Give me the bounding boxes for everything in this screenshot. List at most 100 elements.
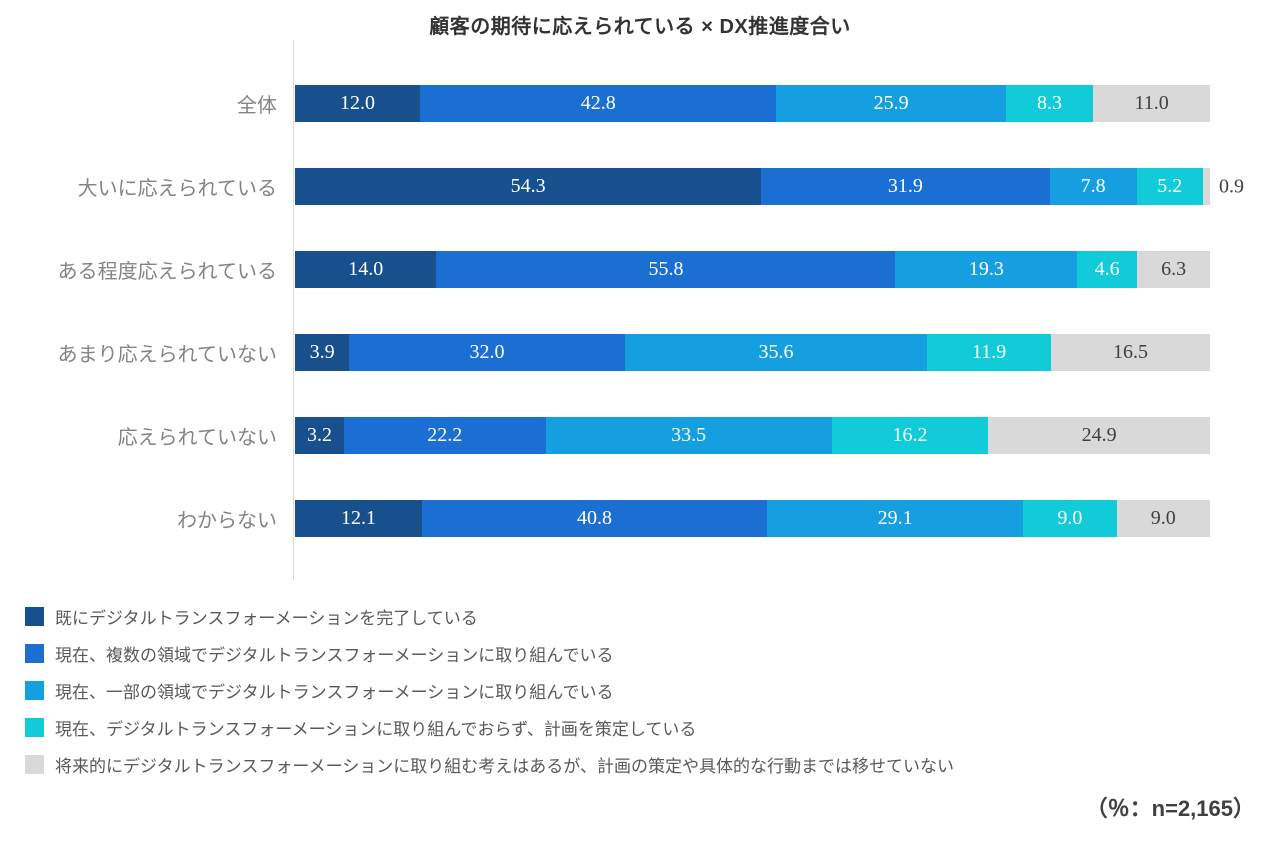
bar-rows-container: 全体 12.0 42.8 25.9 8.3 11.0 大いに応えられている 0.9 54.3 31… — [0, 62, 1280, 560]
bar-segment: 24.9 — [988, 417, 1210, 454]
bar-row: あまり応えられていない 3.9 32.0 35.6 11.9 16.5 — [0, 311, 1280, 394]
bar-value-label: 12.1 — [340, 507, 376, 529]
bar-segment: 3.2 — [295, 417, 344, 454]
bar-segment: 8.3 — [1005, 85, 1094, 122]
category-label: わからない — [177, 510, 277, 532]
bar-value-label: 40.8 — [576, 507, 612, 529]
bar-value-label: 4.6 — [1094, 258, 1120, 280]
bar-segment: 42.8 — [420, 85, 777, 122]
bar-segment: 19.3 — [895, 251, 1078, 288]
bar-value-label: 42.8 — [580, 92, 616, 114]
bar-wrap: 3.2 22.2 33.5 16.2 24.9 — [295, 417, 1210, 454]
bar-value-label: 33.5 — [671, 424, 707, 446]
bar-segment: 9.0 — [1023, 500, 1117, 537]
bar-value-label: 3.2 — [307, 424, 332, 446]
legend-item: 既にデジタルトランスフォーメーションを完了している — [25, 598, 1280, 635]
stacked-bar: 54.3 31.9 7.8 5.2 — [295, 168, 1210, 205]
legend-label: 現在、複数の領域でデジタルトランスフォーメーションに取り組んでいる — [55, 646, 614, 665]
bar-segment: 7.8 — [1049, 168, 1137, 205]
bar-wrap: 12.1 40.8 29.1 9.0 9.0 — [295, 500, 1210, 537]
bar-value-label: 24.9 — [1081, 424, 1117, 446]
legend-item: 将来的にデジタルトランスフォーメーションに取り組む考えはあるが、計画の策定や具体… — [25, 746, 1280, 783]
bar-value-label: 7.8 — [1080, 175, 1106, 197]
bar-segment: 32.0 — [349, 334, 625, 371]
bar-value-label: 6.3 — [1161, 258, 1187, 280]
stacked-bar: 14.0 55.8 19.3 4.6 6.3 — [295, 251, 1210, 288]
bar-segment: 31.9 — [761, 168, 1050, 205]
bar-value-label: 29.1 — [877, 507, 913, 529]
bar-segment: 54.3 — [295, 168, 762, 205]
category-label: 応えられていない — [117, 427, 277, 449]
legend-item: 現在、デジタルトランスフォーメーションに取り組んでおらず、計画を策定している — [25, 709, 1280, 746]
legend-swatch-icon — [25, 607, 44, 626]
bar-segment: 5.2 — [1136, 168, 1203, 205]
stacked-bar: 12.1 40.8 29.1 9.0 9.0 — [295, 500, 1210, 537]
legend: 既にデジタルトランスフォーメーションを完了している現在、複数の領域でデジタルトラ… — [25, 598, 1280, 783]
legend-swatch-icon — [25, 718, 44, 737]
page: 顧客の期待に応えられている × DX推進度合い 全体 12.0 42.8 25.9 8.… — [0, 10, 1280, 841]
category-label: 全体 — [237, 95, 277, 117]
bar-wrap: 14.0 55.8 19.3 4.6 6.3 — [295, 251, 1210, 288]
legend-label: 現在、一部の領域でデジタルトランスフォーメーションに取り組んでいる — [55, 683, 614, 702]
bar-wrap: 12.0 42.8 25.9 8.3 11.0 — [295, 85, 1210, 122]
legend-label: 現在、デジタルトランスフォーメーションに取り組んでおらず、計画を策定している — [55, 720, 697, 739]
bar-value-label: 19.3 — [968, 258, 1004, 280]
bar-row: 応えられていない 3.2 22.2 33.5 16.2 24.9 — [0, 394, 1280, 477]
chart-plot-area: 全体 12.0 42.8 25.9 8.3 11.0 大いに応えられている 0.9 54.3 31… — [0, 40, 1280, 580]
bar-wrap: 3.9 32.0 35.6 11.9 16.5 — [295, 334, 1210, 371]
legend-swatch-icon — [25, 644, 44, 663]
bar-segment: 3.9 — [295, 334, 350, 371]
bar-value-label: 5.2 — [1157, 175, 1183, 197]
bar-value-label: 31.9 — [887, 175, 923, 197]
legend-item: 現在、一部の領域でデジタルトランスフォーメーションに取り組んでいる — [25, 672, 1280, 709]
bar-value-label: 11.0 — [1134, 92, 1169, 114]
category-label: 大いに応えられている — [77, 178, 277, 200]
bar-value-label: 9.0 — [1150, 507, 1176, 529]
stacked-bar: 3.2 22.2 33.5 16.2 24.9 — [295, 417, 1210, 454]
legend-item: 現在、複数の領域でデジタルトランスフォーメーションに取り組んでいる — [25, 635, 1280, 672]
category-label: ある程度応えられている — [57, 261, 277, 283]
bar-value-label: 25.9 — [873, 92, 909, 114]
stacked-bar: 12.0 42.8 25.9 8.3 11.0 — [295, 85, 1210, 122]
bar-segment: 16.5 — [1051, 334, 1210, 371]
bar-segment: 4.6 — [1077, 251, 1138, 288]
bar-value-label: 32.0 — [469, 341, 505, 363]
bar-segment: 9.0 — [1116, 500, 1210, 537]
sample-size-note: （％：n=2,165） — [1085, 796, 1255, 821]
bar-segment: 12.1 — [295, 500, 422, 537]
bar-segment: 22.2 — [344, 417, 546, 454]
bar-value-label: 8.3 — [1037, 92, 1062, 114]
bar-value-label-outside: 0.9 — [1219, 175, 1244, 197]
chart-title: 顧客の期待に応えられている × DX推進度合い — [429, 16, 851, 38]
bar-row: 全体 12.0 42.8 25.9 8.3 11.0 — [0, 62, 1280, 145]
bar-value-label: 54.3 — [510, 175, 546, 197]
bar-segment: 6.3 — [1137, 251, 1210, 288]
stacked-bar: 3.9 32.0 35.6 11.9 16.5 — [295, 334, 1210, 371]
bar-value-label: 16.2 — [892, 424, 928, 446]
bar-segment: 40.8 — [421, 500, 768, 537]
bar-value-label: 35.6 — [758, 341, 794, 363]
bar-value-label: 12.0 — [340, 92, 376, 114]
bar-segment: 35.6 — [624, 334, 928, 371]
bar-wrap: 0.9 54.3 31.9 7.8 5.2 — [295, 168, 1244, 205]
bar-value-label: 14.0 — [348, 258, 384, 280]
bar-value-label: 55.8 — [648, 258, 684, 280]
bar-value-label: 16.5 — [1113, 341, 1148, 363]
bar-segment: 11.9 — [927, 334, 1051, 371]
bar-value-label: 9.0 — [1057, 507, 1083, 529]
bar-segment: 14.0 — [295, 251, 437, 288]
bar-segment: 29.1 — [767, 500, 1024, 537]
legend-label: 将来的にデジタルトランスフォーメーションに取り組む考えはあるが、計画の策定や具体… — [55, 757, 954, 776]
bar-value-label: 11.9 — [972, 341, 1007, 363]
bar-segment: 11.0 — [1093, 85, 1210, 122]
bar-value-label: 3.9 — [309, 341, 335, 363]
category-label: あまり応えられていない — [57, 344, 277, 366]
bar-segment: 55.8 — [436, 251, 896, 288]
bar-row: わからない 12.1 40.8 29.1 9.0 9.0 — [0, 477, 1280, 560]
legend-swatch-icon — [25, 681, 44, 700]
bar-segment: 25.9 — [776, 85, 1006, 122]
bar-row: 大いに応えられている 0.9 54.3 31.9 7.8 5.2 — [0, 145, 1280, 228]
bar-value-label: 22.2 — [427, 424, 463, 446]
bar-segment: 33.5 — [545, 417, 832, 454]
bar-segment — [1202, 168, 1210, 205]
